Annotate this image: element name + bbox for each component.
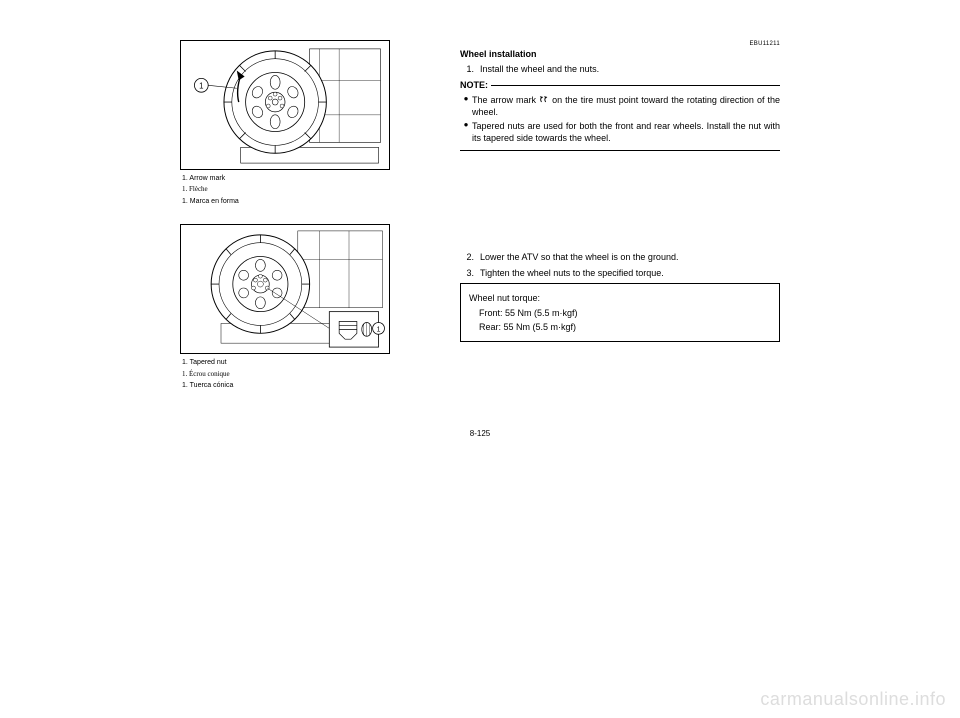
callout-1-label: 1 — [199, 81, 203, 90]
caption-arrow-en: 1. Arrow mark — [182, 174, 430, 183]
figure-arrow-mark: 1 — [180, 40, 390, 170]
tapered-nut-illustration: 1 — [181, 225, 389, 353]
bullet-dot-icon: ● — [460, 94, 472, 118]
note-header: NOTE: — [460, 79, 780, 91]
rotation-arrow-icon — [539, 95, 549, 104]
section-title: Wheel installation — [460, 48, 780, 60]
caption-nut-en: 1. Tapered nut — [182, 358, 430, 367]
right-block-2: 2. Lower the ATV so that the wheel is on… — [460, 251, 780, 342]
wheel-arrow-illustration: 1 — [181, 41, 389, 169]
divider — [460, 150, 780, 151]
note-rule-icon — [491, 85, 780, 86]
step-3-num: 3. — [460, 267, 474, 279]
caption-nut-fr: 1. Écrou conique — [182, 370, 430, 379]
torque-title: Wheel nut torque: — [469, 292, 771, 304]
bullet-1-text: The arrow mark on the tire must point to… — [472, 94, 780, 118]
torque-rear: Rear: 55 Nm (5.5 m·kgf) — [479, 321, 771, 333]
page-content: 1 1. Arrow mark 1. Flèche 1. Marca en fo… — [180, 40, 780, 409]
left-column: 1 1. Arrow mark 1. Flèche 1. Marca en fo… — [180, 40, 430, 409]
step-2-text: Lower the ATV so that the wheel is on th… — [480, 251, 780, 263]
bullet-1-pre: The arrow mark — [472, 95, 539, 105]
watermark: carmanualsonline.info — [760, 689, 946, 710]
figure2-captions: 1. Tapered nut 1. Écrou conique 1. Tuerc… — [180, 358, 430, 390]
right-block-1: EBU11211 Wheel installation 1. Install t… — [460, 40, 780, 151]
torque-front: Front: 55 Nm (5.5 m·kgf) — [479, 307, 771, 319]
step-1: 1. Install the wheel and the nuts. — [460, 63, 780, 75]
step-3: 3. Tighten the wheel nuts to the specifi… — [460, 267, 780, 279]
callout-1b-label: 1 — [377, 327, 381, 334]
figure-tapered-nut: 1 — [180, 224, 390, 354]
caption-nut-es: 1. Tuerca cónica — [182, 381, 430, 390]
page-number: 8-125 — [180, 429, 780, 438]
doc-code: EBU11211 — [460, 40, 780, 48]
bullet-2-text: Tapered nuts are used for both the front… — [472, 120, 780, 144]
caption-arrow-es: 1. Marca en forma — [182, 197, 430, 206]
caption-arrow-fr: 1. Flèche — [182, 185, 430, 194]
step-3-text: Tighten the wheel nuts to the specified … — [480, 267, 780, 279]
note-bullet-2: ● Tapered nuts are used for both the fro… — [460, 120, 780, 144]
step-2-num: 2. — [460, 251, 474, 263]
step-1-num: 1. — [460, 63, 474, 75]
note-bullet-1: ● The arrow mark on the tire must point … — [460, 94, 780, 118]
figure1-captions: 1. Arrow mark 1. Flèche 1. Marca en form… — [180, 174, 430, 206]
step-1-text: Install the wheel and the nuts. — [480, 63, 780, 75]
right-column: EBU11211 Wheel installation 1. Install t… — [460, 40, 780, 409]
note-label: NOTE: — [460, 79, 488, 91]
bullet-dot-icon: ● — [460, 120, 472, 144]
torque-spec-box: Wheel nut torque: Front: 55 Nm (5.5 m·kg… — [460, 283, 780, 341]
step-2: 2. Lower the ATV so that the wheel is on… — [460, 251, 780, 263]
